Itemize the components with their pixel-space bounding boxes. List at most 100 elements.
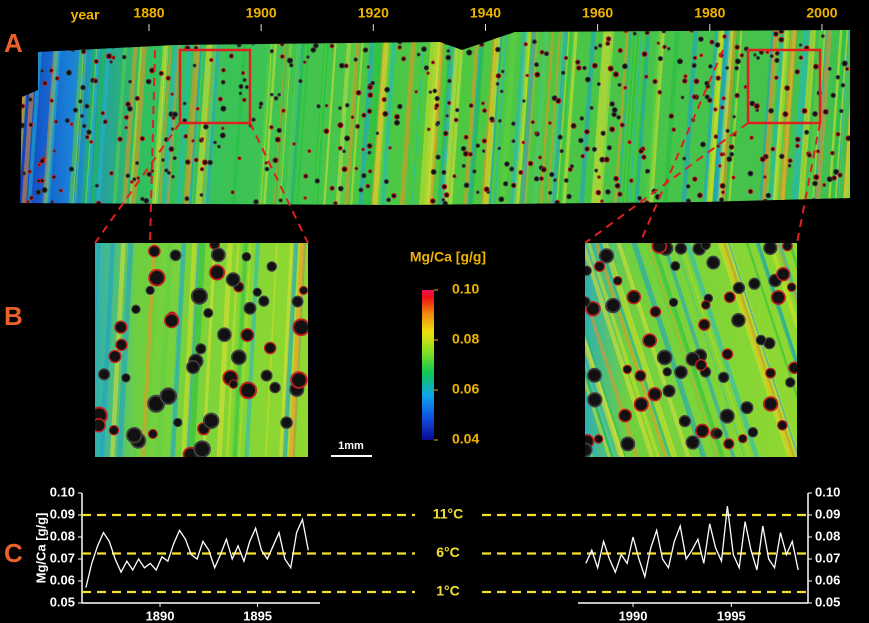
heatmap-pore — [236, 42, 242, 48]
zoom-box — [178, 48, 252, 125]
heatmap-stripe — [215, 243, 234, 457]
zoom-connector — [94, 122, 181, 244]
heatmap-pore — [787, 163, 792, 168]
heatmap-pore — [762, 198, 769, 205]
heatmap-pore — [578, 137, 584, 144]
heatmap-pore — [584, 128, 590, 135]
heatmap-pore — [209, 57, 214, 63]
heatmap-pore — [778, 30, 785, 35]
heatmap-stripe — [519, 30, 538, 205]
heatmap-pore — [446, 49, 450, 53]
heatmap-pore — [337, 145, 343, 151]
heatmap-pore — [539, 49, 545, 55]
heatmap-pore — [117, 136, 123, 142]
heatmap-pore — [241, 252, 252, 262]
heatmap-pore — [39, 158, 46, 165]
heatmap-pore — [481, 101, 485, 106]
heatmap-pore — [161, 158, 165, 162]
heatmap-pore — [146, 171, 153, 177]
heatmap-pore — [651, 243, 668, 254]
heatmap-stripe — [278, 243, 295, 457]
heatmap-pore — [256, 33, 260, 37]
heatmap-pore — [612, 276, 623, 286]
heatmap-stripe — [130, 30, 149, 205]
heatmap-pore — [446, 100, 452, 106]
heatmap-stripe — [111, 30, 130, 205]
heatmap-pore — [102, 119, 108, 125]
heatmap-pore — [230, 190, 235, 195]
heatmap-pore — [728, 144, 735, 150]
heatmap-pore — [78, 99, 83, 104]
heatmap-pore — [220, 79, 226, 85]
heatmap-pore — [749, 135, 754, 140]
heatmap-stripe — [799, 30, 815, 205]
heatmap-pore — [166, 170, 171, 175]
heatmap-pore — [787, 158, 793, 164]
heatmap-pore — [228, 53, 234, 59]
heatmap-pore — [269, 49, 274, 54]
heatmap-pore — [221, 126, 225, 130]
heatmap-pore — [362, 47, 369, 53]
heatmap-pore — [213, 140, 217, 145]
heatmap-stripe — [182, 30, 203, 205]
heatmap-stripe — [79, 30, 95, 205]
heatmap-pore — [509, 166, 515, 172]
heatmap-pore — [656, 349, 673, 366]
heatmap-pore — [173, 417, 183, 428]
heatmap-pore — [495, 46, 501, 53]
heatmap-pore — [504, 161, 510, 167]
y-tick-label: 0.06 — [815, 572, 840, 587]
heatmap-pore — [747, 188, 754, 195]
heatmap-pore — [563, 178, 569, 183]
heatmap-pore — [207, 159, 213, 166]
y-tick-label: 0.05 — [815, 594, 840, 609]
heatmap-pore — [641, 51, 648, 58]
heatmap-stripe — [585, 243, 643, 457]
heatmap-pore — [641, 154, 647, 160]
heatmap-pore — [269, 92, 274, 97]
heatmap-pore — [105, 53, 113, 60]
heatmap-pore — [122, 54, 127, 60]
x-tick-label: 1980 — [694, 5, 725, 21]
heatmap-pore — [298, 78, 303, 84]
heatmap-pore — [416, 52, 421, 57]
heatmap-pore — [822, 108, 829, 115]
heatmap-pore — [740, 401, 754, 415]
heatmap-pore — [124, 125, 128, 130]
heatmap-stripe — [487, 30, 504, 205]
heatmap-stripe — [68, 233, 83, 467]
heatmap-pore — [462, 150, 469, 157]
heatmap-pore — [277, 92, 282, 97]
heatmap-pore — [840, 82, 846, 88]
heatmap-stripe — [585, 243, 621, 457]
heatmap-pore — [432, 88, 438, 94]
heatmap-pore — [753, 103, 760, 110]
heatmap-pore — [109, 171, 114, 176]
heatmap-pore — [159, 387, 178, 405]
heatmap-pore — [685, 435, 700, 450]
heatmap-stripe — [447, 30, 466, 205]
heatmap-image — [585, 243, 797, 457]
heatmap-stripe — [558, 30, 573, 205]
heatmap-pore — [720, 105, 725, 110]
heatmap-pore — [700, 243, 711, 251]
heatmap-pore — [230, 349, 247, 366]
heatmap-pore — [533, 176, 540, 182]
heatmap-pore — [576, 65, 582, 71]
heatmap-pore — [280, 54, 285, 59]
heatmap-pore — [391, 192, 397, 199]
heatmap-pore — [605, 41, 611, 47]
y-tick-label: 0.09 — [815, 506, 840, 521]
heatmap-pore — [397, 39, 403, 45]
heatmap-pore — [114, 320, 128, 334]
heatmap-pore — [835, 74, 841, 80]
heatmap-pore — [313, 42, 319, 49]
heatmap-pore — [20, 103, 26, 109]
heatmap-pore — [366, 142, 373, 149]
heatmap-pore — [200, 137, 205, 141]
x-tick-label: 1890 — [146, 608, 175, 623]
heatmap-pore — [426, 71, 430, 75]
heatmap-pore — [58, 188, 63, 193]
heatmap-pore — [549, 171, 555, 178]
heatmap-pore — [667, 47, 671, 51]
